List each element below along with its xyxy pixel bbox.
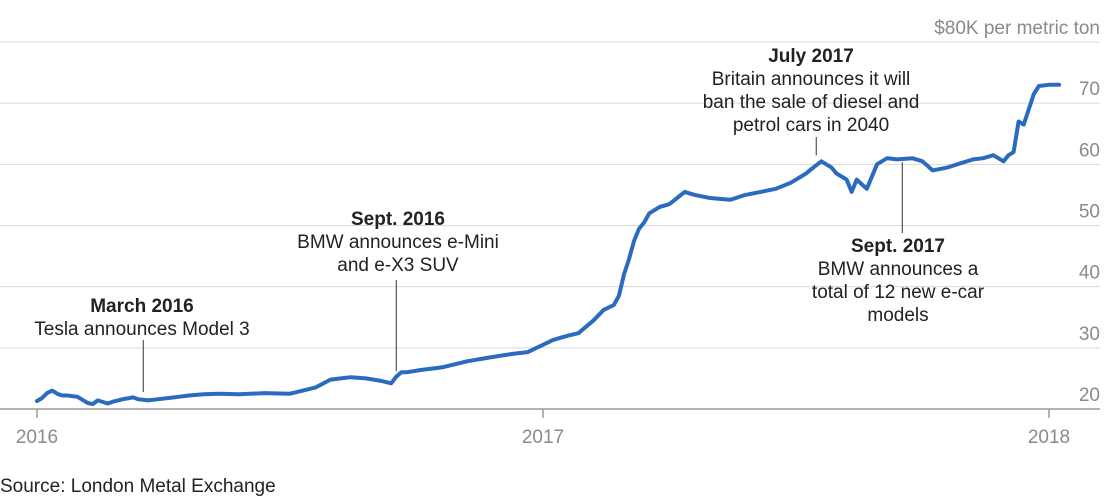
y-tick-label: 50 [1079,202,1100,223]
x-tick-label: 2018 [1028,427,1070,448]
line-chart: 20 30 40 50 60 70 $80K per metric ton 2016 2017… [0,18,1100,448]
annotation-text: BMW announces a [818,259,979,280]
annotation-text: Britain announces it will [712,69,911,90]
y-tick-label: 40 [1079,263,1100,284]
annotation-text: ban the sale of diesel and [703,92,920,113]
x-tick-label: 2016 [16,427,58,448]
y-tick-label: $80K per metric ton [934,18,1100,39]
annotation-text: petrol cars in 2040 [733,115,889,136]
x-tick-label: 2017 [522,427,564,448]
annotation-text: total of 12 new e-car [812,282,985,303]
y-tick-label: 60 [1079,140,1100,161]
annotation-title: Sept. 2016 [351,209,445,230]
annotation-title: Sept. 2017 [851,236,945,257]
annotation-text: and e-X3 SUV [337,255,459,276]
x-axis-ticks: 2016 2017 2018 [16,409,1070,448]
y-axis-ticks: 20 30 40 50 60 70 $80K per metric ton [934,18,1100,406]
annotation-title: March 2016 [90,296,194,317]
annotation-text: models [867,305,928,326]
source-note: Source: London Metal Exchange [0,476,276,497]
annotation-text: Tesla announces Model 3 [34,319,249,340]
y-tick-label: 20 [1079,385,1100,406]
annotation-text: BMW announces e-Mini [297,232,499,253]
grid-lines [0,41,1100,410]
y-tick-label: 70 [1079,79,1100,100]
series-line [35,82,1062,407]
annotation-title: July 2017 [768,46,854,67]
annotation-leaders [142,137,903,392]
y-tick-label: 30 [1079,324,1100,345]
